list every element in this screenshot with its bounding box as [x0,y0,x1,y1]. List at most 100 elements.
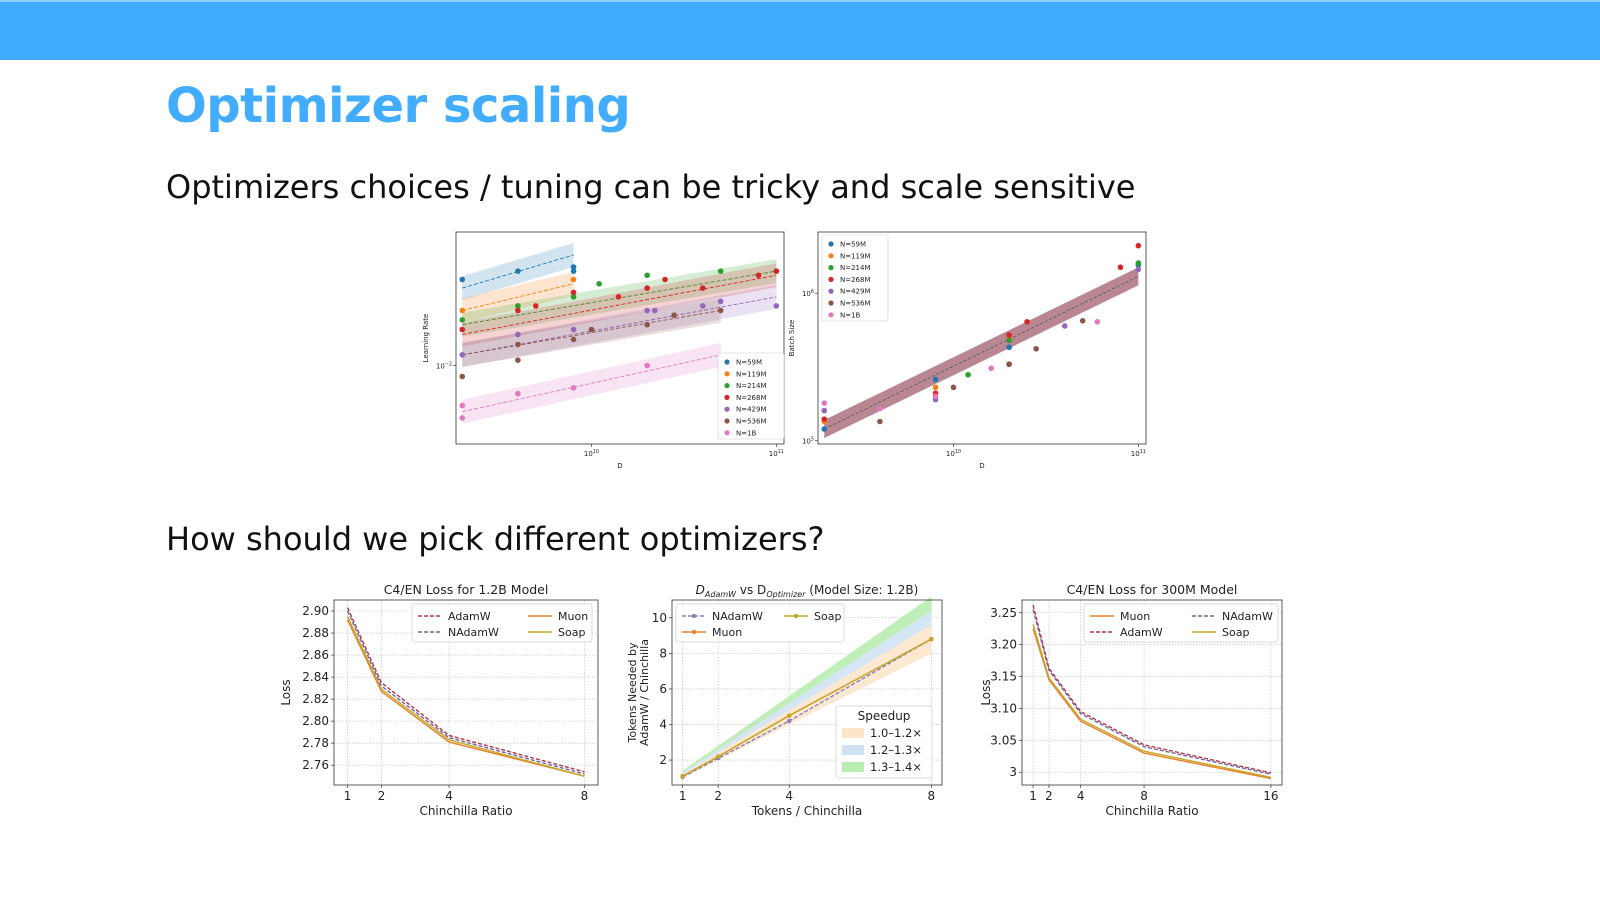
legend-marker-4 [828,289,833,294]
chart-title: C4/EN Loss for 1.2B Model [384,582,549,597]
legend-label-0: NAdamW [712,610,763,623]
series-point-2-3 [929,637,933,641]
y-tick-label-0: 3 [1009,765,1017,779]
y-axis-label: Loss [279,679,293,705]
y-tick-label-3: 8 [659,646,667,660]
point-4-3 [644,308,650,314]
x-tick-label-1-exp: 11 [778,449,784,455]
y-tick-label-4: 10 [652,611,667,625]
y-tick-label-1: 4 [659,718,667,732]
point-3-8 [774,268,780,274]
loss-1-2b-chart: 1 2 4 82.762.782.802.822.842.862.882.90Chin… [276,580,616,838]
y-tick-label-1: 2.78 [302,736,329,750]
point-2-1 [1006,337,1012,343]
point-3-3 [616,294,622,300]
legend-marker-1 [724,371,729,376]
legend-label-2: Soap [814,610,841,623]
x-tick-label-0-base: 10 [584,450,593,458]
point-3-7 [756,272,762,278]
point-4-0 [459,352,465,358]
legend-marker-3 [828,277,833,282]
x-tick-label-0: 1 [679,789,687,803]
legend-marker-2 [724,383,729,388]
legend-marker-6 [724,430,729,435]
x-tick-label-0: 1010 [584,449,599,458]
point-0-3 [1006,344,1012,350]
legend-label-2: N=214M [736,382,767,390]
legend-label-0: AdamW [448,610,491,623]
point-3-4 [1118,264,1124,270]
learning-rate-chart: 1010 101110−2DLearning RateN=59MN=119MN=2… [420,226,800,476]
legend-marker-4 [724,407,729,412]
x-axis-label: D [979,462,984,470]
legend-marker-3 [724,395,729,400]
y-tick-label-0-base: 10 [802,438,811,446]
point-6-4 [1095,319,1101,325]
x-tick-label-1: 2 [714,789,722,803]
point-1-2 [571,277,577,283]
point-2-4 [644,272,650,278]
legend-label-1: NAdamW [1222,610,1273,623]
point-6-3 [571,385,577,391]
point-5-2 [515,342,521,348]
legend-label-1: Muon [712,626,742,639]
x-tick-label-3: 8 [1140,789,1148,803]
y-tick-label-0-exp: −2 [445,362,452,368]
legend-marker-2 [828,265,833,270]
point-2-0 [459,317,465,323]
loss-300m-chart: 1 2 4 8 1633.053.103.153.203.25Chinchilla Ra… [976,580,1316,838]
legend-label-1: N=119M [840,252,871,260]
y-tick-label-0: 105 [802,437,814,446]
point-3-2 [533,303,539,309]
point-3-0 [821,416,827,422]
x-tick-label-0: 1010 [946,449,961,458]
point-3-5 [662,277,668,283]
legend-marker-0 [828,241,833,246]
point-4-2 [571,327,577,333]
chart-title: C4/EN Loss for 300M Model [1067,582,1238,597]
point-3-9 [571,290,577,296]
point-1-1 [933,385,939,391]
legend-label-3: Soap [558,626,585,639]
x-axis-label: Chinchilla Ratio [419,804,512,818]
point-4-0 [821,408,827,414]
legend-label-6: N=1B [840,311,861,319]
series-point-2-0 [680,774,684,778]
y-axis-label: Batch Size [788,320,796,357]
point-5-1 [951,385,957,391]
point-2-2 [1136,260,1142,266]
y-tick-label-4: 2.84 [302,670,329,684]
x-tick-label-1-exp: 11 [1140,449,1146,455]
legend-label-2: N=214M [840,264,871,272]
legend-marker-0 [692,614,696,618]
speedup-label-0: 1.0–1.2× [870,726,922,740]
legend-marker-1 [828,253,833,258]
y-tick-label-3: 3.15 [990,670,1017,684]
point-3-4 [644,285,650,291]
y-tick-label-2: 2.80 [302,714,329,728]
point-4-5 [700,303,706,309]
title-d1: D [696,583,705,597]
point-6-1 [459,415,465,421]
legend-label-4: N=429M [736,406,767,414]
point-3-1 [515,308,521,314]
point-3-3 [1024,319,1030,325]
x-axis-label: Chinchilla Ratio [1105,804,1198,818]
point-2-3 [596,281,602,287]
point-3-2 [1006,332,1012,338]
title-sub-adamw: AdamW [704,590,737,599]
y-tick-label-1: 3.05 [990,733,1017,747]
legend-label-1: N=119M [736,370,767,378]
x-tick-label-1: 2 [378,789,386,803]
x-tick-label-0-exp: 10 [593,449,599,455]
y-tick-label-3: 2.82 [302,692,329,706]
x-axis-label: Tokens / Chinchilla [751,804,863,818]
y-tick-label-4: 3.20 [990,638,1017,652]
point-5-4 [1080,318,1086,324]
legend-label-3: N=268M [840,276,871,284]
point-6-2 [515,391,521,397]
y-tick-label-0: 2.76 [302,758,329,772]
point-4-3 [1062,323,1068,329]
point-5-2 [1006,361,1012,367]
